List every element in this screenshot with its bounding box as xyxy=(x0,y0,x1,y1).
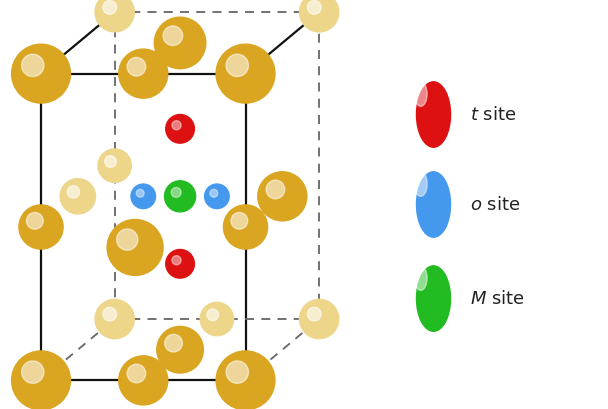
Circle shape xyxy=(22,361,44,383)
Circle shape xyxy=(416,82,451,147)
Circle shape xyxy=(131,184,156,209)
Circle shape xyxy=(119,49,168,98)
Circle shape xyxy=(95,0,134,32)
Circle shape xyxy=(416,266,451,331)
Circle shape xyxy=(308,307,321,321)
Text: $\it{t}$ site: $\it{t}$ site xyxy=(469,106,516,124)
Circle shape xyxy=(308,0,321,14)
Circle shape xyxy=(200,302,233,336)
Circle shape xyxy=(26,212,43,229)
Circle shape xyxy=(416,172,451,237)
Circle shape xyxy=(107,220,163,275)
Circle shape xyxy=(103,307,117,321)
Circle shape xyxy=(154,17,206,69)
Circle shape xyxy=(12,351,71,409)
Circle shape xyxy=(127,364,146,383)
Circle shape xyxy=(216,44,275,103)
Circle shape xyxy=(266,180,285,199)
Circle shape xyxy=(157,326,204,373)
Circle shape xyxy=(95,299,134,339)
Circle shape xyxy=(216,351,275,409)
Circle shape xyxy=(171,187,181,198)
Circle shape xyxy=(98,149,131,182)
Circle shape xyxy=(166,115,195,143)
Circle shape xyxy=(414,172,427,196)
Circle shape xyxy=(205,184,229,209)
Circle shape xyxy=(67,186,80,198)
Circle shape xyxy=(105,156,116,167)
Circle shape xyxy=(231,212,247,229)
Circle shape xyxy=(165,334,182,352)
Circle shape xyxy=(19,205,63,249)
Circle shape xyxy=(258,172,307,221)
Circle shape xyxy=(119,356,168,405)
Circle shape xyxy=(22,54,44,76)
Text: $\it{o}$ site: $\it{o}$ site xyxy=(469,196,520,213)
Circle shape xyxy=(210,189,218,197)
Circle shape xyxy=(207,309,218,321)
Circle shape xyxy=(163,26,182,45)
Circle shape xyxy=(12,44,71,103)
Circle shape xyxy=(172,121,181,130)
Circle shape xyxy=(117,229,138,250)
Circle shape xyxy=(172,256,181,265)
Circle shape xyxy=(165,181,196,212)
Text: $M$ site: $M$ site xyxy=(469,290,525,308)
Circle shape xyxy=(103,0,117,14)
Circle shape xyxy=(226,361,249,383)
Circle shape xyxy=(136,189,144,197)
Circle shape xyxy=(300,0,339,32)
Circle shape xyxy=(414,266,427,290)
Circle shape xyxy=(60,179,95,214)
Circle shape xyxy=(127,57,146,76)
Circle shape xyxy=(223,205,268,249)
Circle shape xyxy=(414,82,427,106)
Circle shape xyxy=(226,54,249,76)
Circle shape xyxy=(166,249,195,278)
Circle shape xyxy=(300,299,339,339)
